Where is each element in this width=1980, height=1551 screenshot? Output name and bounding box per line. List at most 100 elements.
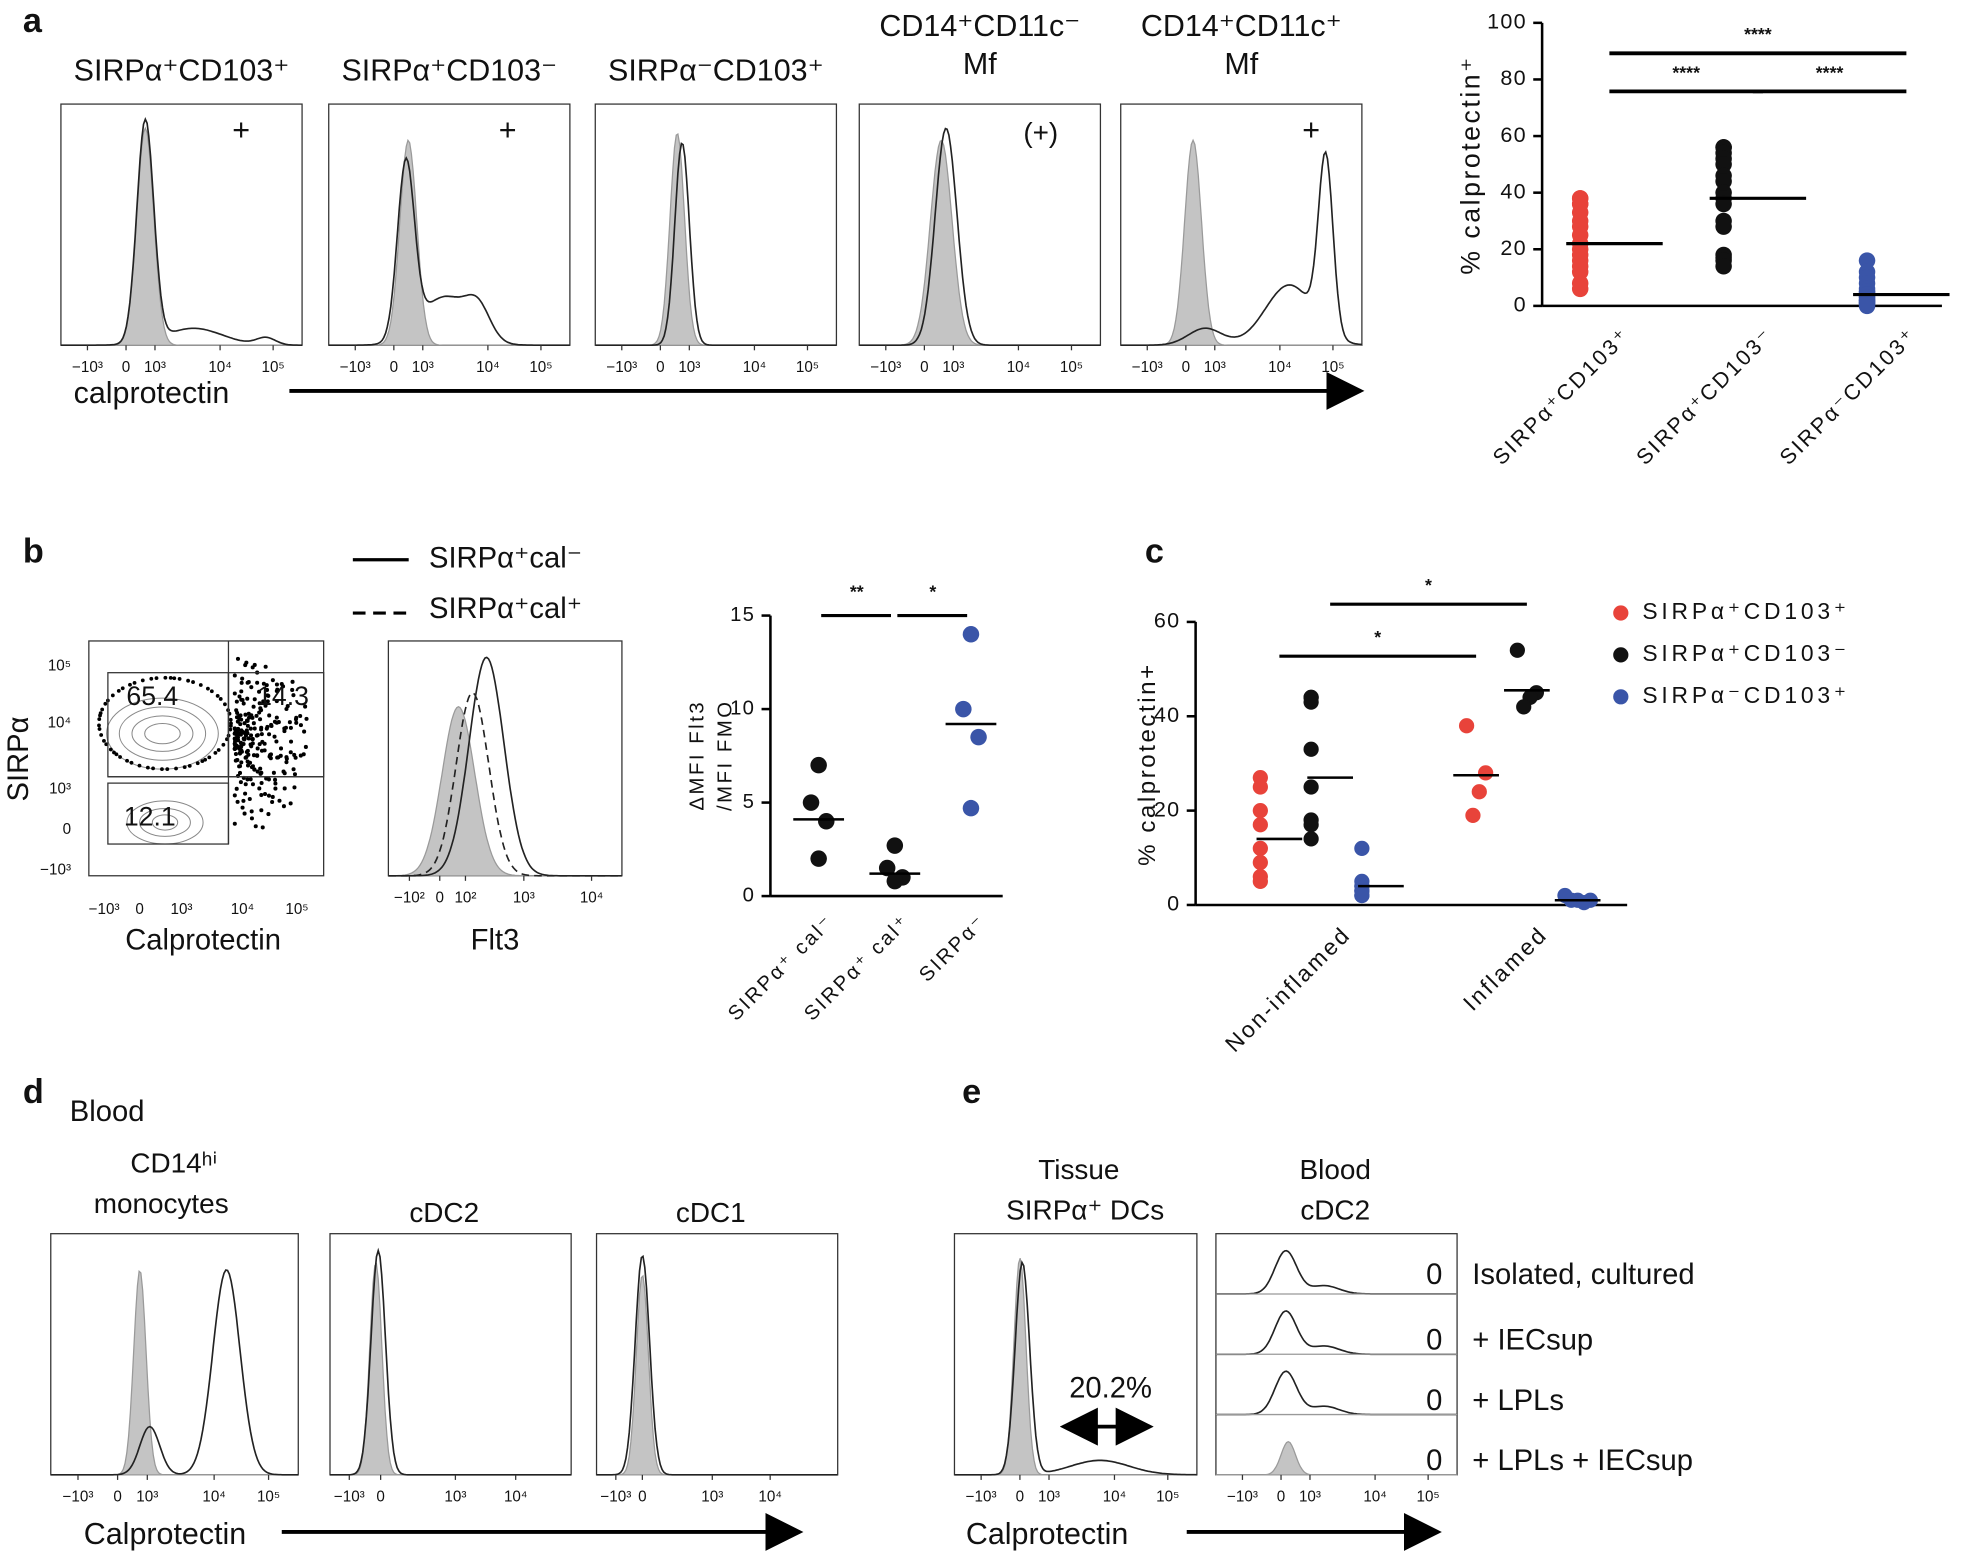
event-dot: [236, 726, 241, 731]
y-tick-label: 0: [743, 884, 756, 906]
event-dot: [247, 796, 252, 802]
event-dot: [292, 785, 297, 790]
x-tick-label: −10³: [72, 359, 103, 376]
y-tick-label: 80: [1500, 65, 1527, 90]
x-tick-label: 10⁵: [1321, 359, 1344, 376]
x-tick-label: 10²: [454, 890, 476, 907]
y-tick-label: 10³: [49, 780, 71, 797]
event-dot: [241, 701, 246, 706]
event-dot: [250, 737, 255, 742]
y-tick-label: 40: [1154, 702, 1181, 727]
event-dot: [257, 742, 262, 747]
event-dot: [233, 752, 238, 757]
dot: [1252, 803, 1268, 819]
event-dot: [239, 760, 244, 765]
population-title: SIRPα⁺ DCs: [1006, 1194, 1164, 1225]
event-dot: [235, 656, 241, 661]
population-title: Mf: [963, 47, 997, 81]
isotype-fill: [1120, 138, 1362, 346]
event-dot: [232, 691, 237, 696]
percentage: 20.2%: [1069, 1373, 1152, 1405]
event-dot: [252, 697, 257, 702]
event-dot: [245, 696, 250, 701]
event-dot: [255, 746, 260, 751]
x-tick-label: 0: [920, 359, 928, 376]
x-tick-label: 10³: [701, 1489, 723, 1506]
event-dot: [276, 720, 281, 725]
dot: [1303, 831, 1319, 847]
x-tick-label: 10⁵: [257, 1489, 280, 1506]
x-tick-label: 0: [656, 359, 664, 376]
y-tick-label: 10⁵: [48, 657, 71, 674]
x-tick-label: −10³: [870, 359, 901, 376]
event-dot: [291, 767, 296, 772]
event-dot: [242, 731, 247, 736]
event-dot: [257, 689, 262, 694]
positive-mark: +: [499, 113, 517, 147]
event-dot: [235, 773, 241, 779]
event-dot: [266, 812, 271, 817]
event-dot: [251, 753, 257, 758]
contour: [144, 722, 181, 745]
dot: [1252, 779, 1268, 795]
positive-mark: +: [232, 113, 250, 147]
event-dot: [245, 763, 251, 768]
event-dot: [262, 792, 268, 797]
population-title: CD14⁺CD11c⁺: [1141, 9, 1342, 43]
legend-label: SIRPα⁺cal⁺: [429, 593, 582, 625]
event-dot: [257, 701, 262, 706]
event-dot: [246, 736, 251, 741]
event-dot: [252, 726, 257, 731]
event-dot: [255, 769, 260, 774]
event-dot: [278, 753, 283, 758]
population-title: CD14ʰⁱ: [130, 1148, 217, 1179]
event-dot: [259, 727, 264, 732]
histogram-frame: [953, 1233, 1198, 1476]
event-dot: [128, 682, 132, 687]
histogram-line: [1215, 1310, 1458, 1356]
x-tick-label: 0: [1016, 1489, 1024, 1506]
gate-value: 14.3: [257, 681, 309, 711]
event-dot: [149, 676, 154, 681]
dot: [1858, 252, 1876, 269]
histogram-line: [596, 1254, 838, 1476]
significance-label: **: [850, 581, 864, 601]
event-dot: [248, 777, 253, 782]
event-dot: [234, 699, 239, 704]
x-tick-label: 0: [1182, 359, 1190, 376]
event-dot: [282, 771, 287, 776]
event-dot: [273, 786, 278, 791]
x-tick-label: 10⁴: [1007, 359, 1030, 376]
dot: [962, 626, 980, 643]
y-tick-label: 10⁴: [48, 714, 71, 731]
significance-label: ****: [1816, 62, 1844, 82]
event-dot: [265, 724, 270, 729]
x-tick-label: 10⁵: [285, 901, 308, 918]
event-dot: [269, 723, 274, 729]
count-value: 0: [1426, 1445, 1442, 1477]
y-tick-label: 20: [1154, 796, 1181, 821]
histogram-line: [388, 691, 622, 877]
panel-letter: d: [23, 1073, 44, 1111]
event-dot: [245, 777, 250, 782]
x-tick-label: 10⁴: [208, 359, 231, 376]
event-dot: [250, 741, 255, 746]
event-dot: [118, 755, 122, 759]
dot: [1354, 840, 1370, 856]
event-dot: [98, 711, 103, 716]
y-tick-label: 5: [743, 791, 756, 813]
event-dot: [215, 694, 220, 698]
event-dot: [283, 725, 288, 730]
event-dot: [274, 699, 279, 704]
event-dot: [255, 680, 260, 685]
histogram-frame: [328, 103, 571, 346]
y-axis-label: % calprotectin⁺: [1455, 55, 1485, 274]
event-dot: [290, 679, 295, 684]
panel-letter: a: [23, 2, 43, 40]
event-dot: [249, 809, 254, 814]
event-dot: [248, 726, 253, 731]
population-title: SIRPα⁺CD103⁻: [341, 53, 557, 87]
x-tick-label: 10⁴: [758, 1489, 781, 1506]
histogram-frame: [594, 103, 838, 346]
dot: [1252, 873, 1268, 889]
